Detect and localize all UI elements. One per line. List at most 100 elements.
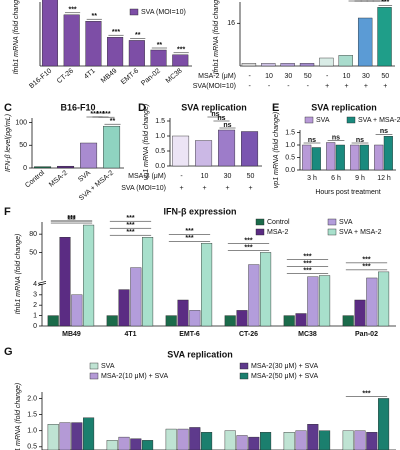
bar [377,7,392,67]
x-tick-label: MC38 [298,331,317,338]
bar [128,40,145,67]
legend-label: MSA-2(10 μM) + SVA [101,373,168,380]
y-tick-label: 50 [29,249,37,256]
y-tick-label: 50 [19,142,27,149]
condition-value: - [249,83,252,90]
bar [47,315,59,327]
bar [236,435,248,450]
condition-value: 30 [362,73,370,80]
bar [295,430,307,450]
bar [71,422,83,450]
bar [34,166,52,169]
bar [241,63,257,67]
significance-label: *** [303,253,311,260]
panel-letter: C [4,102,12,114]
bar [319,430,331,450]
significance-label: *** [381,0,389,6]
y-tick-label: 1.5 [27,411,37,418]
condition-value: + [225,185,229,192]
chart-title: SVA replication [311,102,377,112]
bar [195,140,213,167]
significance-label: ns [332,134,340,141]
chart-title: IFN-β expression [163,206,236,216]
bar [118,436,130,450]
significance-label: ns [217,115,225,122]
bar [299,63,315,67]
legend-swatch [327,218,337,226]
y-tick-label: 1.5 [285,129,295,136]
bar [107,37,124,67]
condition-value: + [383,83,387,90]
y-tick-label: 1 [33,312,37,319]
significance-label: *** [362,390,370,397]
bar [71,294,83,327]
axis-break-mark [37,281,47,284]
bar [172,135,190,167]
legend-label: SVA (MOI=10) [141,9,186,16]
legend-swatch [304,116,314,124]
x-tick-label: Pan-02 [355,331,378,338]
bar [47,424,59,450]
bar [319,57,334,67]
legend-label: MSA-2(30 μM) + SVA [251,363,318,370]
y-tick-label: 0.5 [27,444,37,450]
y-tick-label: 0 [33,323,37,330]
condition-value: + [364,83,368,90]
bar [59,237,71,327]
bar [319,275,331,327]
bar [165,428,177,450]
y-axis-label: vp1 mRNA (fold change) [143,104,150,180]
bar [189,310,201,327]
legend-label: Control [267,219,290,226]
condition-value: + [345,83,349,90]
condition-value: 50 [381,73,389,80]
y-axis-label: vp1 mRNA (fold change) [15,383,22,450]
bar [302,144,312,171]
y-tick-label: 0 [23,165,27,172]
y-tick-label: 0.0 [155,163,165,170]
bar [335,144,345,171]
condition-value: - [268,83,271,90]
bar [261,63,276,67]
x-tick-label: 4T1 [124,331,136,338]
condition-label: MSA-2 (μM) [198,73,236,80]
significance-label: ** [110,118,116,125]
bar [224,315,236,327]
legend-swatch [89,362,99,370]
legend-swatch [129,8,139,16]
bar [280,63,295,67]
bar [307,424,319,450]
legend-swatch [255,228,265,236]
significance-label: *** [102,111,110,118]
panel-letter: E [272,102,279,114]
legend-label: SVA + MSA-2 [339,229,382,236]
panel-letter: D [138,102,146,114]
y-tick-label: 0.0 [285,167,295,174]
bar [357,17,373,67]
condition-value: + [325,83,329,90]
bar [378,398,390,450]
bar [236,310,248,327]
y-tick-label: 3 [33,292,37,299]
bar [283,432,295,450]
condition-value: - [180,173,183,180]
condition-label: MSA-2 (μM) [128,173,166,180]
legend-swatch [239,372,249,380]
y-tick-label: 0.5 [155,148,165,155]
x-tick-label: CT-26 [239,331,258,338]
condition-value: 50 [304,73,312,80]
legend-swatch [89,372,99,380]
condition-value: 30 [285,73,293,80]
y-axis-label: vp1 mRNA (fold change) [273,112,280,188]
y-tick-label: 100 [15,119,27,126]
bar [378,271,390,327]
panel-letter: F [4,206,11,218]
bar [83,224,95,327]
bar [224,430,236,450]
significance-label: *** [177,47,185,54]
chart-title: SVA replication [181,102,247,112]
legend-label: SVA + MSA-2 [358,117,400,124]
bar [354,299,366,327]
significance-label: *** [244,237,252,244]
